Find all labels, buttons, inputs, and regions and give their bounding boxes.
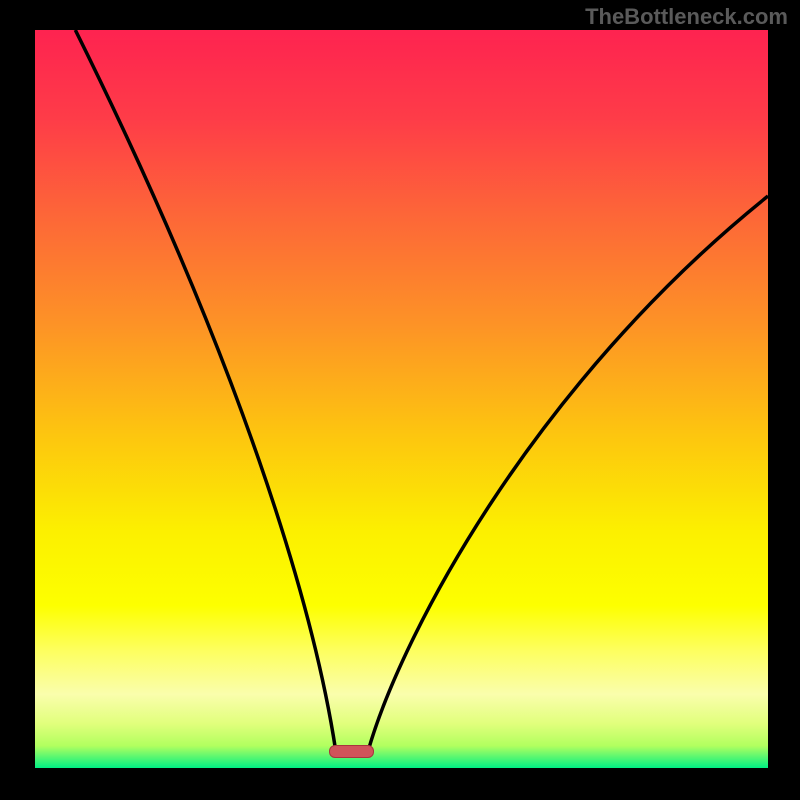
watermark-text: TheBottleneck.com: [585, 4, 788, 30]
plot-area: [35, 30, 768, 768]
left-curve: [75, 30, 335, 750]
right-curve: [369, 196, 768, 750]
curve-layer: [35, 30, 768, 768]
figure-container: TheBottleneck.com: [0, 0, 800, 800]
minimum-marker: [329, 745, 374, 758]
